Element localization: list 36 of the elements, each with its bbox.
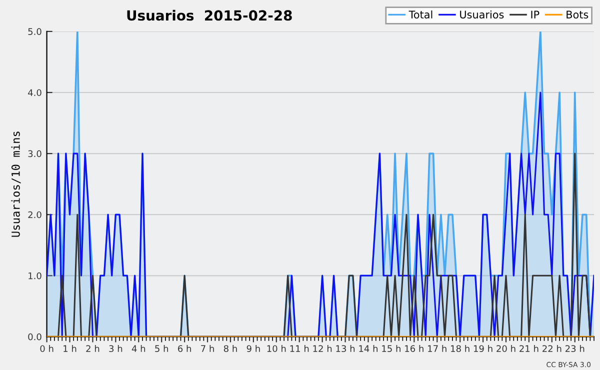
x-tick-label: 6 h (178, 345, 191, 352)
x-tick-label: 19 h (474, 345, 492, 352)
chart-title: Usuarios 2015-02-28 (127, 10, 292, 21)
legend-label: Bots (566, 10, 588, 19)
x-tick-label: 21 h (520, 345, 538, 352)
x-tick-label: 5 h (155, 345, 168, 352)
x-tick-label: 16 h (405, 345, 424, 352)
x-tick-label: 2 h (86, 345, 100, 352)
x-tick-label: 9 h (246, 345, 260, 352)
x-tick-label: 22 h (542, 345, 562, 352)
x-tick-label: 14 h (359, 345, 378, 352)
x-tick-label: 18 h (451, 345, 470, 352)
y-tick-label: 1.0 (28, 272, 42, 280)
legend-label: Usuarios (460, 10, 504, 19)
x-tick-label: 12 h (313, 345, 332, 352)
legend-label: Total (408, 10, 432, 19)
x-tick-label: 17 h (428, 345, 446, 352)
x-tick-label: 20 h (496, 345, 516, 352)
x-tick-label: 11 h (290, 345, 309, 352)
y-tick-label: 3.0 (28, 150, 42, 158)
x-tick-label: 23 h (565, 345, 584, 352)
x-tick-label: 0 h (40, 345, 54, 352)
x-tick-label: 8 h (224, 345, 237, 352)
y-axis-title: Usuarios/10 mins (11, 132, 21, 237)
x-tick-label: 13 h (336, 345, 355, 352)
x-tick-label: 10 h (267, 345, 286, 352)
legend-label: IP (531, 10, 540, 18)
y-tick-label: 2.0 (28, 211, 42, 218)
y-tick-label: 4.0 (28, 89, 42, 96)
x-tick-label: 15 h (382, 345, 400, 352)
x-tick-label: 7 h (201, 345, 214, 352)
y-tick-label: 0.0 (28, 333, 42, 340)
y-tick-label: 5.0 (28, 28, 42, 36)
x-tick-label: 1 h (64, 345, 76, 352)
x-tick-label: 3 h (109, 345, 122, 352)
x-tick-label: 4 h (132, 345, 146, 352)
